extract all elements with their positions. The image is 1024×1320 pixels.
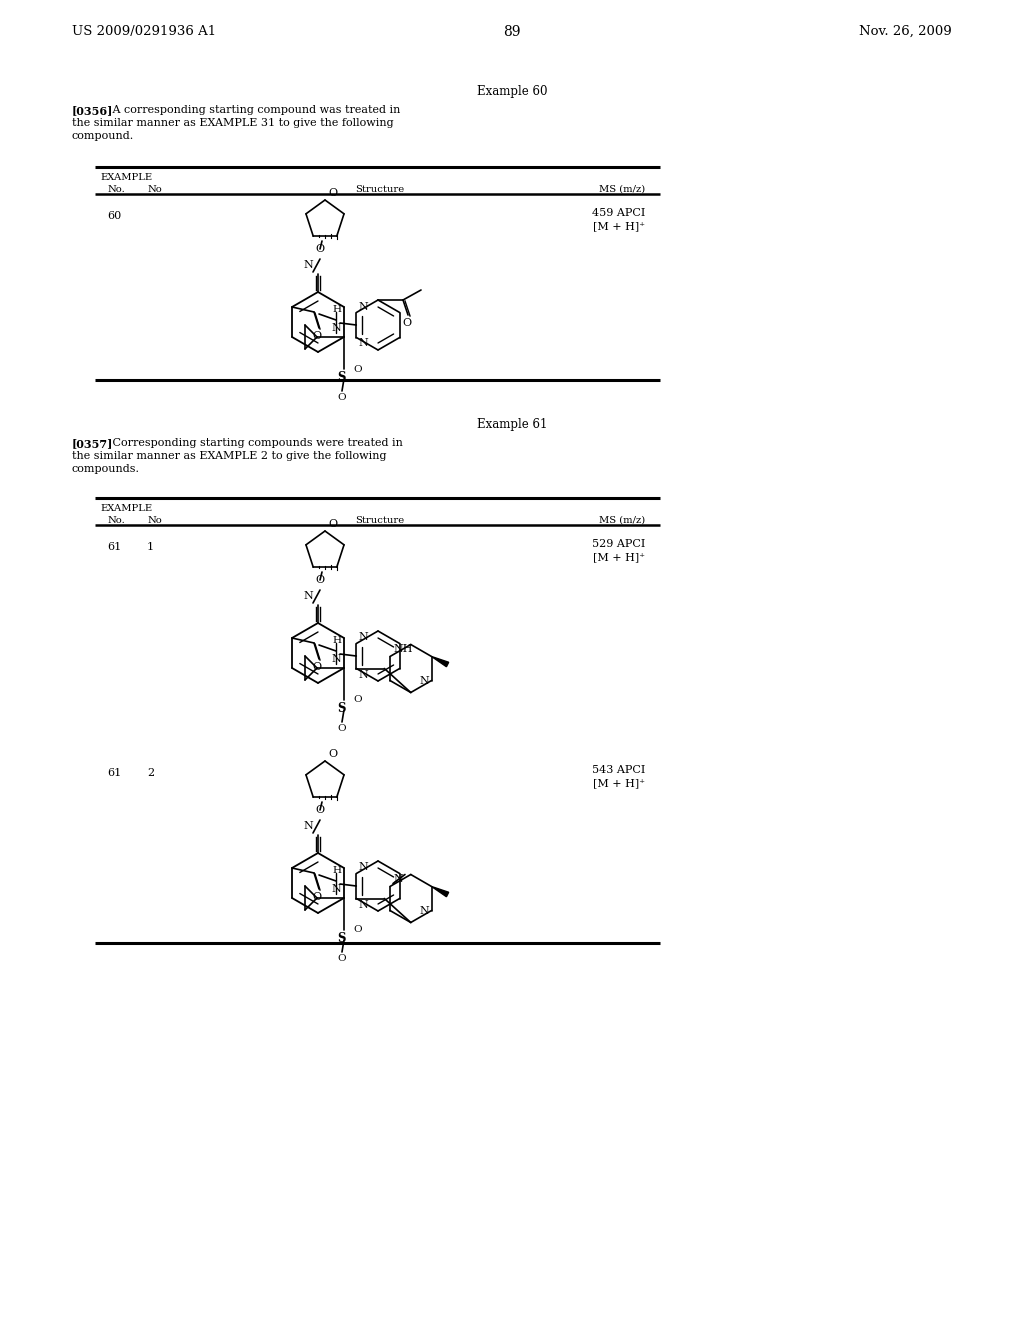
Text: N: N [303, 260, 313, 271]
Text: N: N [303, 821, 313, 832]
Text: [0357]: [0357] [72, 438, 114, 449]
Text: 60: 60 [106, 211, 121, 220]
Text: S: S [338, 371, 346, 384]
Text: N: N [420, 676, 429, 685]
Text: S: S [338, 702, 346, 715]
Text: N: N [358, 669, 368, 680]
Text: H: H [333, 866, 342, 875]
Text: O: O [328, 748, 337, 759]
Text: [M + H]⁺: [M + H]⁺ [593, 220, 645, 231]
Text: NH: NH [393, 644, 413, 653]
Text: N: N [331, 653, 341, 664]
Text: the similar manner as EXAMPLE 2 to give the following: the similar manner as EXAMPLE 2 to give … [72, 451, 386, 461]
Polygon shape [431, 887, 449, 896]
Text: 89: 89 [503, 25, 521, 40]
Text: N: N [358, 338, 368, 348]
Text: N: N [420, 906, 429, 916]
Text: Nov. 26, 2009: Nov. 26, 2009 [859, 25, 952, 38]
Text: O: O [312, 331, 322, 341]
Text: [M + H]⁺: [M + H]⁺ [593, 552, 645, 562]
Text: H: H [333, 636, 342, 645]
Text: 1: 1 [147, 543, 155, 552]
Text: O: O [338, 954, 346, 964]
Text: compounds.: compounds. [72, 465, 140, 474]
Text: US 2009/0291936 A1: US 2009/0291936 A1 [72, 25, 216, 38]
Text: No: No [147, 185, 162, 194]
Text: H: H [333, 305, 342, 314]
Text: [M + H]⁺: [M + H]⁺ [593, 777, 645, 788]
Text: S: S [338, 932, 346, 945]
Text: MS (m/z): MS (m/z) [599, 516, 645, 525]
Text: Example 61: Example 61 [477, 418, 547, 432]
Text: O: O [328, 519, 337, 529]
Text: O: O [338, 393, 346, 403]
Text: N: N [358, 301, 368, 312]
Text: N: N [358, 862, 368, 873]
Text: the similar manner as EXAMPLE 31 to give the following: the similar manner as EXAMPLE 31 to give… [72, 117, 393, 128]
Text: No.: No. [106, 185, 125, 194]
Text: EXAMPLE: EXAMPLE [100, 173, 153, 182]
Text: O: O [315, 576, 325, 585]
Text: 543 APCI: 543 APCI [592, 766, 645, 775]
Text: MS (m/z): MS (m/z) [599, 185, 645, 194]
Text: N: N [358, 899, 368, 909]
Text: N: N [331, 884, 341, 894]
Text: O: O [312, 892, 322, 902]
Text: O: O [312, 663, 322, 672]
Text: Structure: Structure [355, 516, 404, 525]
Text: N: N [358, 632, 368, 643]
Text: A corresponding starting compound was treated in: A corresponding starting compound was tr… [109, 106, 400, 115]
Text: Corresponding starting compounds were treated in: Corresponding starting compounds were tr… [109, 438, 402, 447]
Text: Structure: Structure [355, 185, 404, 194]
Text: O: O [315, 244, 325, 253]
Text: No.: No. [106, 516, 125, 525]
Polygon shape [431, 656, 449, 667]
Text: N: N [393, 874, 402, 883]
Text: 2: 2 [147, 768, 155, 777]
Text: O: O [338, 723, 346, 733]
Text: [0356]: [0356] [72, 106, 114, 116]
Text: O: O [328, 187, 337, 198]
Text: O: O [353, 925, 361, 935]
Text: N: N [303, 591, 313, 601]
Text: 529 APCI: 529 APCI [592, 539, 645, 549]
Text: O: O [315, 805, 325, 814]
Text: O: O [402, 318, 412, 327]
Text: EXAMPLE: EXAMPLE [100, 504, 153, 513]
Text: 61: 61 [106, 543, 121, 552]
Text: 61: 61 [106, 768, 121, 777]
Text: O: O [353, 696, 361, 705]
Text: compound.: compound. [72, 131, 134, 141]
Text: Example 60: Example 60 [477, 84, 547, 98]
Text: N: N [331, 323, 341, 333]
Text: O: O [353, 364, 361, 374]
Text: 459 APCI: 459 APCI [592, 209, 645, 218]
Text: No: No [147, 516, 162, 525]
